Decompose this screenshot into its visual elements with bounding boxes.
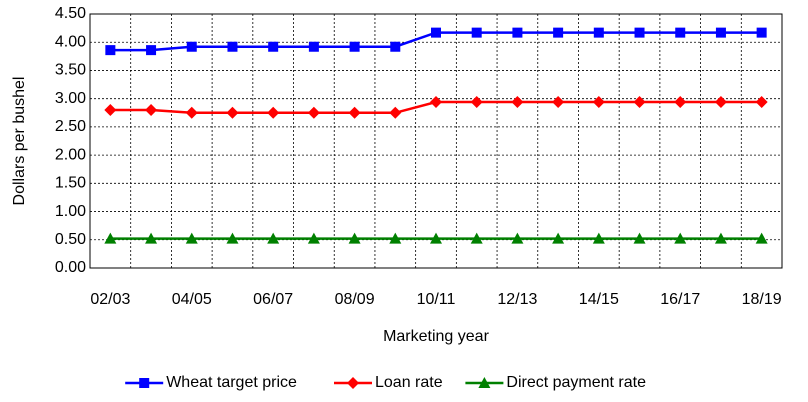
legend-marker (139, 378, 150, 388)
data-point (307, 106, 320, 119)
data-point (593, 27, 604, 38)
y-tick-label: 4.50 (55, 5, 86, 22)
data-point (634, 27, 645, 38)
data-point (552, 232, 565, 244)
data-point (227, 41, 238, 52)
legend-marker (347, 377, 359, 389)
y-tick-label: 4.00 (55, 33, 86, 50)
data-point (675, 27, 686, 38)
data-point (714, 96, 727, 109)
y-tick-label: 2.50 (55, 118, 86, 135)
data-point (146, 45, 157, 56)
data-point (471, 27, 482, 38)
data-point (105, 45, 116, 56)
x-tick-label: 08/09 (335, 291, 375, 308)
data-point (308, 41, 319, 52)
data-point (104, 232, 117, 244)
data-point (186, 41, 197, 52)
plot-frame (89, 13, 783, 269)
data-point (267, 106, 280, 119)
data-point (553, 27, 564, 38)
x-tick-label: 14/15 (579, 291, 619, 308)
data-point (633, 96, 646, 109)
data-point (714, 232, 727, 244)
data-point (592, 96, 605, 109)
data-point (307, 232, 320, 244)
data-point (349, 41, 360, 52)
data-point (389, 106, 402, 119)
x-tick-label: 12/13 (497, 291, 537, 308)
data-point (185, 232, 198, 244)
x-axis-title: Marketing year (383, 328, 489, 345)
data-point (552, 96, 565, 109)
y-tick-label: 3.50 (55, 62, 86, 79)
data-point (511, 232, 524, 244)
data-point (511, 96, 524, 109)
data-point (348, 232, 361, 244)
y-tick-label: 3.00 (55, 90, 86, 107)
data-point (226, 232, 239, 244)
data-point (104, 103, 117, 116)
data-point (430, 232, 442, 244)
y-tick-label: 0.00 (55, 259, 86, 276)
data-point (145, 232, 158, 244)
data-point (756, 27, 767, 38)
y-tick-label: 2.00 (55, 146, 86, 163)
data-point (145, 103, 158, 116)
y-tick-label: 1.00 (55, 203, 86, 220)
data-point (715, 27, 726, 38)
data-point (755, 232, 768, 244)
data-point (470, 232, 483, 244)
data-point (267, 232, 280, 244)
data-point (390, 41, 401, 52)
data-point (674, 232, 687, 244)
x-tick-label: 04/05 (172, 291, 212, 308)
data-point (268, 41, 279, 52)
x-tick-label: 06/07 (253, 291, 293, 308)
data-point (389, 232, 402, 244)
y-axis-title: Dollars per bushel (11, 77, 28, 206)
data-point (431, 27, 441, 38)
x-tick-label: 10/11 (417, 291, 456, 308)
legend-marker (478, 377, 491, 388)
data-point (755, 96, 768, 109)
legend-label: Wheat target price (166, 374, 297, 391)
data-point (430, 96, 442, 109)
data-point (470, 96, 483, 109)
x-tick-label: 16/17 (660, 291, 700, 308)
data-point (592, 232, 605, 244)
x-tick-label: 18/19 (742, 291, 782, 308)
legend-label: Direct payment rate (506, 374, 646, 391)
legend-label: Loan rate (375, 374, 443, 391)
data-point (512, 27, 523, 38)
data-point (674, 96, 687, 109)
data-point (633, 232, 646, 244)
y-tick-label: 1.50 (55, 175, 86, 192)
x-tick-label: 02/03 (90, 291, 130, 308)
data-point (348, 106, 361, 119)
data-point (226, 106, 239, 119)
data-point (185, 106, 198, 119)
y-tick-label: 0.50 (55, 231, 86, 248)
